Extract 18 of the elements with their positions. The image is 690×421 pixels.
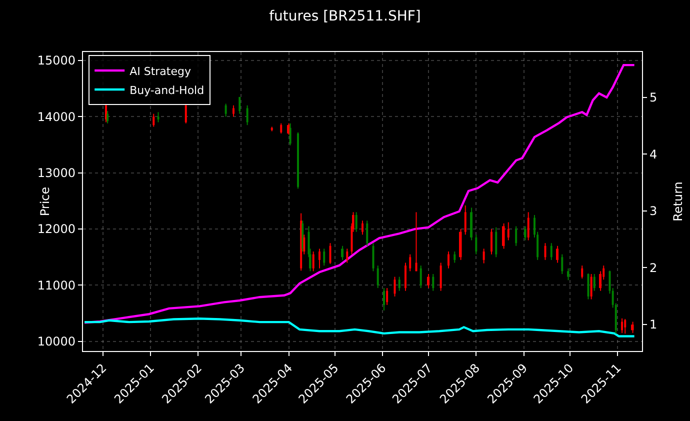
line-series — [83, 64, 636, 324]
y-tick-label: 10000 — [37, 334, 76, 349]
y-tick-label: 15000 — [37, 54, 76, 68]
y-tick-label: 13000 — [37, 166, 76, 180]
y-tick-label: 14000 — [37, 110, 76, 124]
chart-title: futures [BR2511.SHF] — [269, 8, 421, 24]
legend-label: Buy-and-Hold — [130, 84, 204, 97]
y-tick-label: 12000 — [37, 222, 76, 236]
y-axis-title: Price — [38, 186, 52, 216]
y-tick-label: 11000 — [37, 278, 76, 292]
y2-tick-label: 1 — [650, 318, 658, 332]
y2-tick-label: 4 — [650, 147, 658, 162]
y2-tick-label: 2 — [650, 260, 658, 275]
line-series — [83, 318, 636, 338]
y2-tick-label: 5 — [650, 90, 658, 105]
y2-tick-label: 3 — [650, 204, 658, 218]
legend-label: AI Strategy — [130, 64, 192, 78]
y2-axis-title: Return — [671, 182, 686, 222]
